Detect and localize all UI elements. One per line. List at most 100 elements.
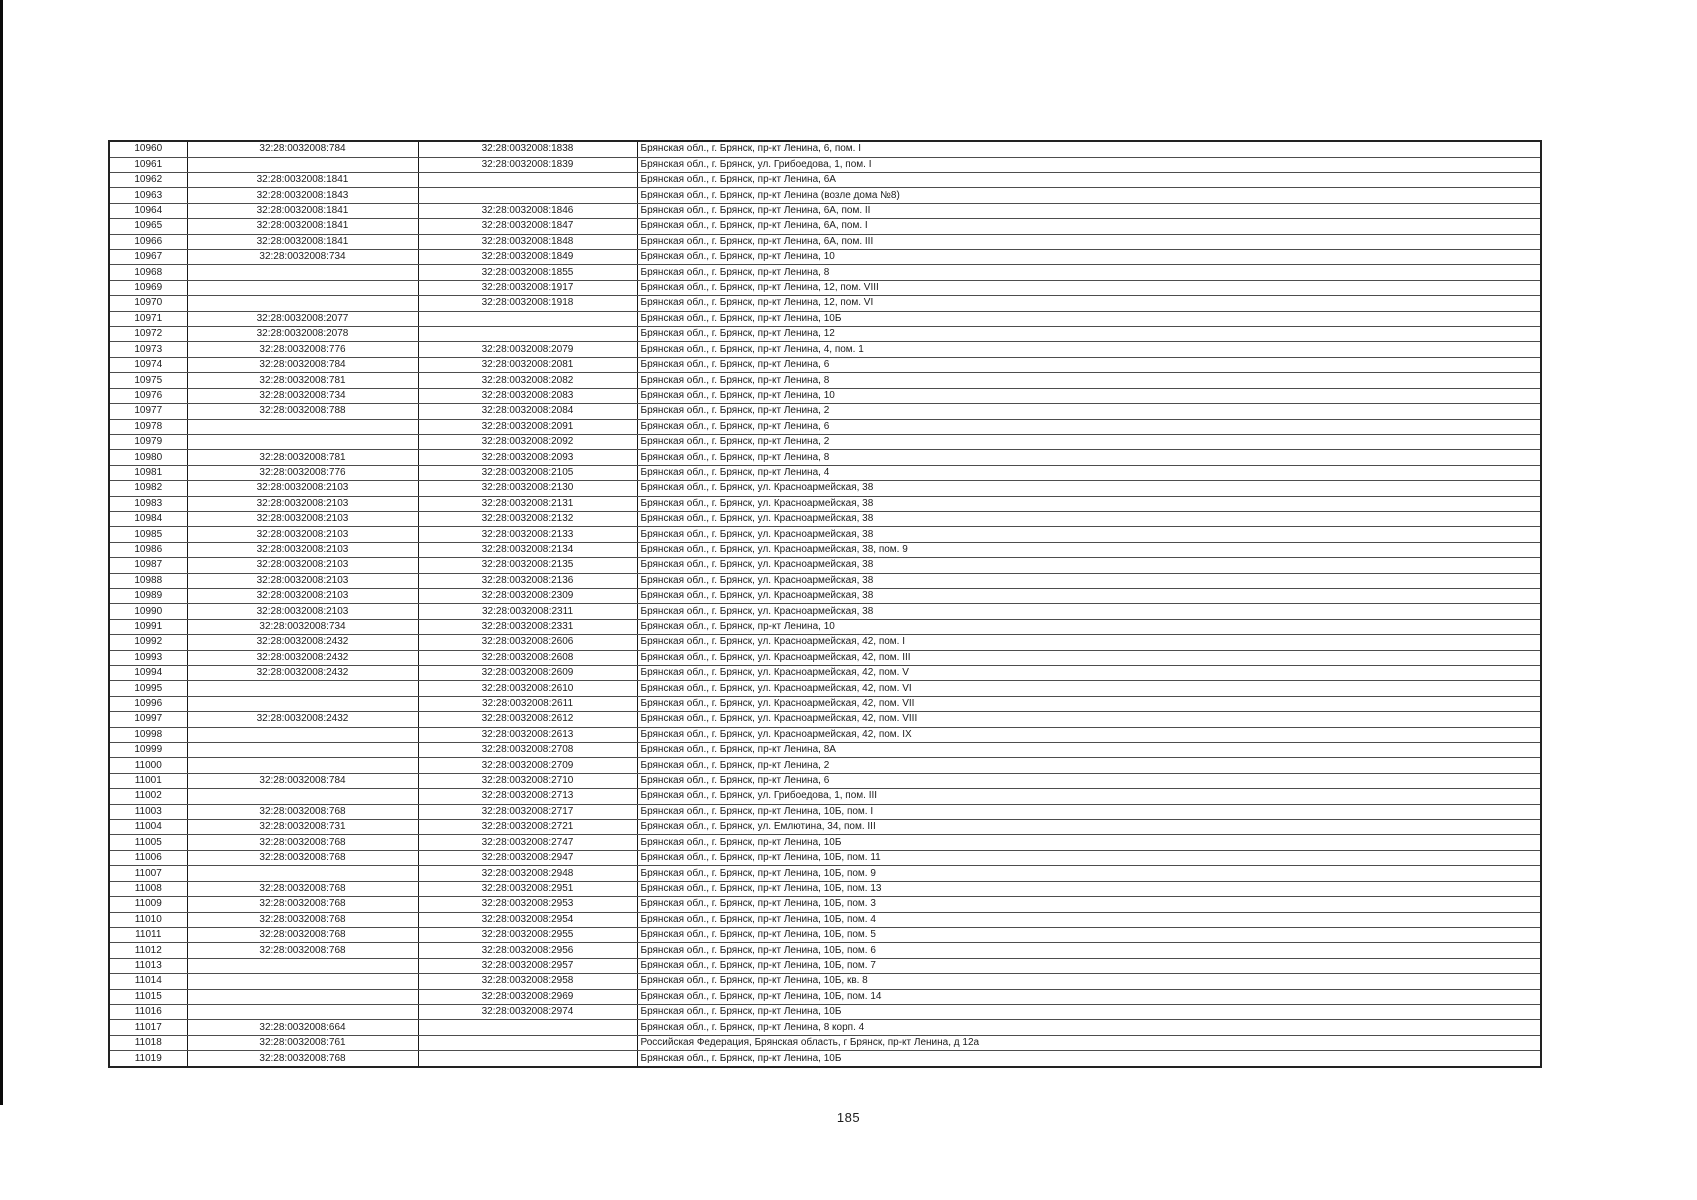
linked-cadastral-number-cell: 32:28:0032008:2082 xyxy=(417,372,638,389)
address-cell: Брянская обл., г. Брянск, пр-кт Ленина, … xyxy=(636,942,1542,959)
cadastral-number-cell xyxy=(186,726,419,744)
table-row: 11006 32:28:0032008:768 32:28:0032008:2947… xyxy=(108,849,1542,867)
address-cell: Российская Федерация, Брянская область, … xyxy=(636,1034,1542,1052)
linked-cadastral-number-cell: 32:28:0032008:2958 xyxy=(417,973,638,990)
table-row: 10975 32:28:0032008:781 32:28:0032008:2082… xyxy=(108,372,1542,389)
row-number-cell: 10967 xyxy=(108,249,188,266)
row-number-cell: 10998 xyxy=(108,726,188,744)
address-cell: Брянская обл., г. Брянск, пр-кт Ленина, … xyxy=(636,264,1542,281)
row-number-cell: 11007 xyxy=(108,865,188,882)
cadastral-number-cell: 32:28:0032008:768 xyxy=(186,880,419,898)
address-cell: Брянская обл., г. Брянск, пр-кт Ленина, … xyxy=(636,618,1542,636)
address-cell: Брянская обл., г. Брянск, ул. Красноарме… xyxy=(636,603,1542,620)
address-cell: Брянская обл., г. Брянск, пр-кт Ленина, … xyxy=(636,973,1542,990)
linked-cadastral-number-cell: 32:28:0032008:1847 xyxy=(417,218,638,235)
cadastral-number-cell: 32:28:0032008:768 xyxy=(186,926,419,944)
cadastral-number-cell: 32:28:0032008:1841 xyxy=(186,202,419,220)
address-cell: Брянская обл., г. Брянск, пр-кт Ленина, … xyxy=(636,295,1542,312)
table-row: 10984 32:28:0032008:2103 32:28:0032008:213… xyxy=(108,510,1542,528)
row-number-cell: 10975 xyxy=(108,372,188,389)
table-row: 10969 32:28:0032008:1917 Брянская обл., г.… xyxy=(108,279,1542,297)
row-number-cell: 11001 xyxy=(108,772,188,790)
address-cell: Брянская обл., г. Брянск, пр-кт Ленина, … xyxy=(636,218,1542,235)
row-number-cell: 10962 xyxy=(108,172,188,189)
table-row: 10965 32:28:0032008:1841 32:28:0032008:184… xyxy=(108,218,1542,235)
cadastral-number-cell: 32:28:0032008:2103 xyxy=(186,603,419,620)
row-number-cell: 11018 xyxy=(108,1034,188,1052)
linked-cadastral-number-cell: 32:28:0032008:2955 xyxy=(417,926,638,944)
address-cell: Брянская обл., г. Брянск, ул. Красноарме… xyxy=(636,695,1542,713)
table-row: 11015 32:28:0032008:2969 Брянская обл., г.… xyxy=(108,988,1542,1005)
address-cell: Брянская обл., г. Брянск, ул. Красноарме… xyxy=(636,557,1542,574)
cadastral-number-cell xyxy=(186,988,419,1005)
table-row: 10999 32:28:0032008:2708 Брянская обл., г.… xyxy=(108,742,1542,759)
address-cell: Брянская обл., г. Брянск, пр-кт Ленина, … xyxy=(636,279,1542,297)
address-cell: Брянская обл., г. Брянск, пр-кт Ленина (… xyxy=(636,187,1542,204)
cadastral-number-cell xyxy=(186,418,419,435)
cadastral-number-cell xyxy=(186,757,419,774)
address-cell: Брянская обл., г. Брянск, пр-кт Ленина, … xyxy=(636,926,1542,944)
cadastral-number-cell: 32:28:0032008:784 xyxy=(186,772,419,790)
linked-cadastral-number-cell xyxy=(417,310,638,328)
cadastral-number-cell: 32:28:0032008:734 xyxy=(186,249,419,266)
address-cell: Брянская обл., г. Брянск, ул. Красноарме… xyxy=(636,726,1542,744)
linked-cadastral-number-cell: 32:28:0032008:2969 xyxy=(417,988,638,1005)
address-cell: Брянская обл., г. Брянск, пр-кт Ленина, … xyxy=(636,372,1542,389)
table-row: 11017 32:28:0032008:664 Брянская обл., г. … xyxy=(108,1019,1542,1036)
linked-cadastral-number-cell: 32:28:0032008:2948 xyxy=(417,865,638,882)
linked-cadastral-number-cell xyxy=(417,326,638,343)
linked-cadastral-number-cell: 32:28:0032008:1846 xyxy=(417,202,638,220)
cadastral-number-cell: 32:28:0032008:768 xyxy=(186,834,419,851)
address-cell: Брянская обл., г. Брянск, ул. Грибоедова… xyxy=(636,788,1542,805)
cadastral-number-cell: 32:28:0032008:2103 xyxy=(186,557,419,574)
table-row: 11010 32:28:0032008:768 32:28:0032008:2954… xyxy=(108,911,1542,928)
address-cell: Брянская обл., г. Брянск, ул. Красноарме… xyxy=(636,665,1542,682)
cadastral-number-cell xyxy=(186,865,419,882)
row-number-cell: 10970 xyxy=(108,295,188,312)
address-cell: Брянская обл., г. Брянск, пр-кт Ленина, … xyxy=(636,834,1542,851)
linked-cadastral-number-cell: 32:28:0032008:1918 xyxy=(417,295,638,312)
address-cell: Брянская обл., г. Брянск, пр-кт Ленина, … xyxy=(636,341,1542,358)
row-number-cell: 10982 xyxy=(108,480,188,497)
row-number-cell: 11002 xyxy=(108,788,188,805)
address-cell: Брянская обл., г. Брянск, пр-кт Ленина, … xyxy=(636,911,1542,928)
cadastral-number-cell: 32:28:0032008:1841 xyxy=(186,172,419,189)
linked-cadastral-number-cell: 32:28:0032008:2081 xyxy=(417,356,638,374)
row-number-cell: 11019 xyxy=(108,1050,188,1068)
linked-cadastral-number-cell: 32:28:0032008:2133 xyxy=(417,526,638,543)
table-row: 11001 32:28:0032008:784 32:28:0032008:2710… xyxy=(108,772,1542,790)
table-row: 10994 32:28:0032008:2432 32:28:0032008:260… xyxy=(108,665,1542,682)
cadastral-number-cell: 32:28:0032008:1841 xyxy=(186,218,419,235)
address-cell: Брянская обл., г. Брянск, пр-кт Ленина, … xyxy=(636,387,1542,405)
cadastral-number-cell: 32:28:0032008:781 xyxy=(186,372,419,389)
table-row: 11008 32:28:0032008:768 32:28:0032008:2951… xyxy=(108,880,1542,898)
address-cell: Брянская обл., г. Брянск, пр-кт Ленина, … xyxy=(636,172,1542,189)
row-number-cell: 10961 xyxy=(108,156,188,174)
linked-cadastral-number-cell xyxy=(417,1019,638,1036)
page-number: 185 xyxy=(836,1110,861,1125)
address-cell: Брянская обл., г. Брянск, пр-кт Ленина, … xyxy=(636,865,1542,882)
row-number-cell: 10972 xyxy=(108,326,188,343)
linked-cadastral-number-cell: 32:28:0032008:2091 xyxy=(417,418,638,435)
table-row: 11011 32:28:0032008:768 32:28:0032008:2955… xyxy=(108,926,1542,944)
cadastral-number-cell xyxy=(186,742,419,759)
cadastral-number-cell: 32:28:0032008:768 xyxy=(186,849,419,867)
address-cell: Брянская обл., г. Брянск, пр-кт Ленина, … xyxy=(636,896,1542,913)
row-number-cell: 11000 xyxy=(108,757,188,774)
cadastral-number-cell xyxy=(186,973,419,990)
linked-cadastral-number-cell: 32:28:0032008:2708 xyxy=(417,742,638,759)
table-row: 10982 32:28:0032008:2103 32:28:0032008:213… xyxy=(108,480,1542,497)
linked-cadastral-number-cell: 32:28:0032008:2710 xyxy=(417,772,638,790)
cadastral-number-cell: 32:28:0032008:784 xyxy=(186,140,419,158)
cadastral-number-cell: 32:28:0032008:2432 xyxy=(186,649,419,667)
table-row: 10980 32:28:0032008:781 32:28:0032008:2093… xyxy=(108,449,1542,466)
table-row: 10987 32:28:0032008:2103 32:28:0032008:213… xyxy=(108,557,1542,574)
linked-cadastral-number-cell: 32:28:0032008:2132 xyxy=(417,510,638,528)
linked-cadastral-number-cell: 32:28:0032008:2713 xyxy=(417,788,638,805)
row-number-cell: 10971 xyxy=(108,310,188,328)
table-row: 10995 32:28:0032008:2610 Брянская обл., г.… xyxy=(108,680,1542,697)
row-number-cell: 10973 xyxy=(108,341,188,358)
row-number-cell: 10978 xyxy=(108,418,188,435)
cadastral-number-cell: 32:28:0032008:788 xyxy=(186,403,419,420)
